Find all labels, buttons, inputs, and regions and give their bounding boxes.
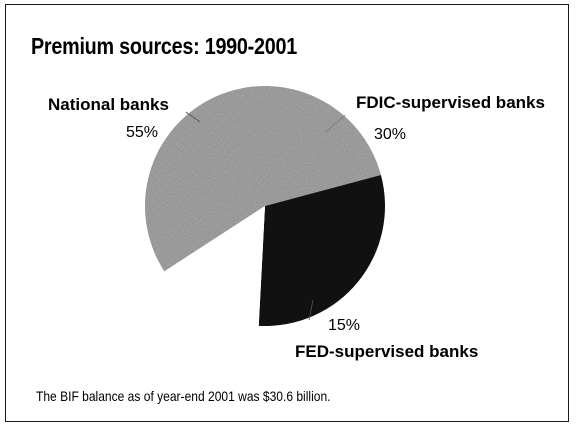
slice-label-fed-supervised-banks: FED-supervised banks xyxy=(295,342,478,361)
leader-line-fed-supervised-banks xyxy=(308,299,314,321)
footnote: The BIF balance as of year-end 2001 was … xyxy=(36,388,331,404)
leader-line-national-banks xyxy=(185,111,201,123)
leader-line-fdic-supervised-banks xyxy=(325,114,346,133)
pie-slice-national-banks xyxy=(145,86,381,272)
slice-percent-fdic-supervised-banks: 30% xyxy=(374,126,406,143)
slice-label-national-banks: National banks xyxy=(48,95,169,114)
pie-slice-fed-supervised-banks xyxy=(164,206,265,326)
chart-title: Premium sources: 1990-2001 xyxy=(31,33,297,59)
slice-percent-fed-supervised-banks: 15% xyxy=(328,317,360,334)
slice-label-fdic-supervised-banks: FDIC-supervised banks xyxy=(356,93,545,112)
slice-percent-national-banks: 55% xyxy=(126,124,158,141)
chart-frame xyxy=(5,4,569,422)
pie-slice-fdic-supervised-banks xyxy=(258,174,385,326)
